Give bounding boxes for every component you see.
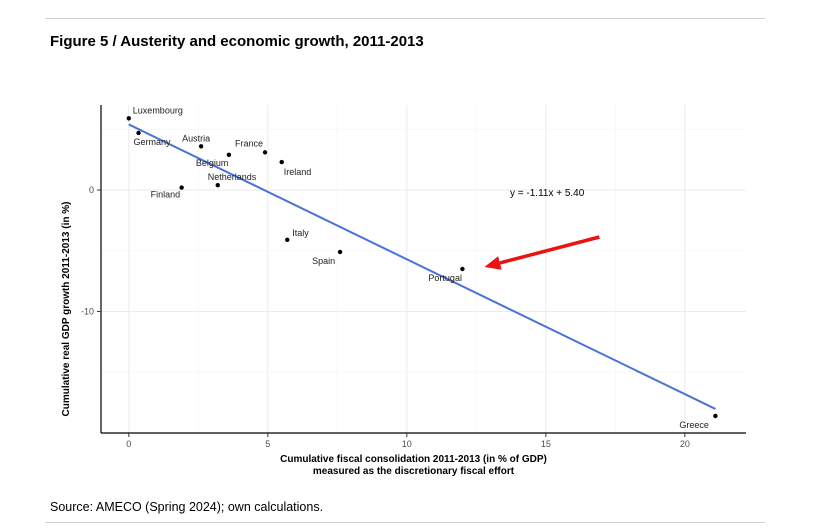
point-ireland [279, 159, 284, 165]
point-label-finland: Finland [151, 190, 181, 200]
x-axis-label: Cumulative fiscal consolidation 2011-201… [280, 454, 547, 465]
point-label-luxembourg: Luxembourg [133, 105, 183, 115]
grid [101, 105, 746, 433]
point-label-austria: Austria [182, 133, 210, 143]
point-portugal [460, 266, 465, 272]
x-tick-label-10: 10 [402, 439, 412, 449]
point-germany [136, 130, 141, 136]
point-label-france: France [235, 138, 263, 148]
arrow-shaft [499, 235, 600, 265]
point-label-ireland: Ireland [284, 167, 312, 177]
point-luxembourg [126, 116, 132, 121]
point-labels: Luxembourg Germany Austria France Belgium Ire… [133, 105, 709, 430]
point-label-greece: Greece [679, 420, 709, 430]
x-tick-label-5: 5 [265, 439, 270, 449]
point-label-italy: Italy [292, 228, 309, 238]
point-label-portugal: Portugal [428, 273, 462, 283]
x-tick-label-15: 15 [541, 439, 551, 449]
point-label-spain: Spain [312, 256, 335, 266]
data-points [126, 116, 718, 419]
point-finland [179, 185, 184, 190]
point-label-germany: Germany [134, 137, 172, 147]
point-italy [285, 237, 290, 243]
point-spain [337, 249, 343, 255]
annotation-arrow [484, 235, 600, 270]
top-rule [45, 18, 765, 19]
x-tick-label-20: 20 [680, 439, 690, 449]
point-label-belgium: Belgium [196, 158, 229, 168]
regression-line [128, 123, 716, 410]
regression-equation: y = -1.11x + 5.40 [510, 188, 585, 199]
x-axis-ticks: 0 5 10 15 20 [126, 433, 690, 449]
arrow-head [484, 256, 502, 270]
y-axis-label: Cumulative real GDP growth 2011-2013 (in… [61, 202, 72, 417]
y-tick-label--10: -10 [81, 307, 94, 317]
source-note: Source: AMECO (Spring 2024); own calcula… [50, 500, 324, 514]
point-greece [713, 413, 718, 419]
point-austria [198, 144, 204, 149]
point-label-netherlands: Netherlands [208, 172, 257, 182]
y-tick-label-0: 0 [89, 185, 94, 195]
point-belgium [226, 152, 232, 158]
x-tick-label-0: 0 [126, 439, 131, 449]
x-axis-label-line2: measured as the discretionary fiscal eff… [313, 466, 515, 477]
axes [100, 105, 746, 434]
point-netherlands [215, 182, 220, 188]
y-axis-ticks: 0 -10 [81, 185, 101, 317]
figure-title: Figure 5 / Austerity and economic growth… [50, 33, 424, 50]
point-france [262, 150, 268, 155]
bottom-rule [45, 522, 765, 523]
